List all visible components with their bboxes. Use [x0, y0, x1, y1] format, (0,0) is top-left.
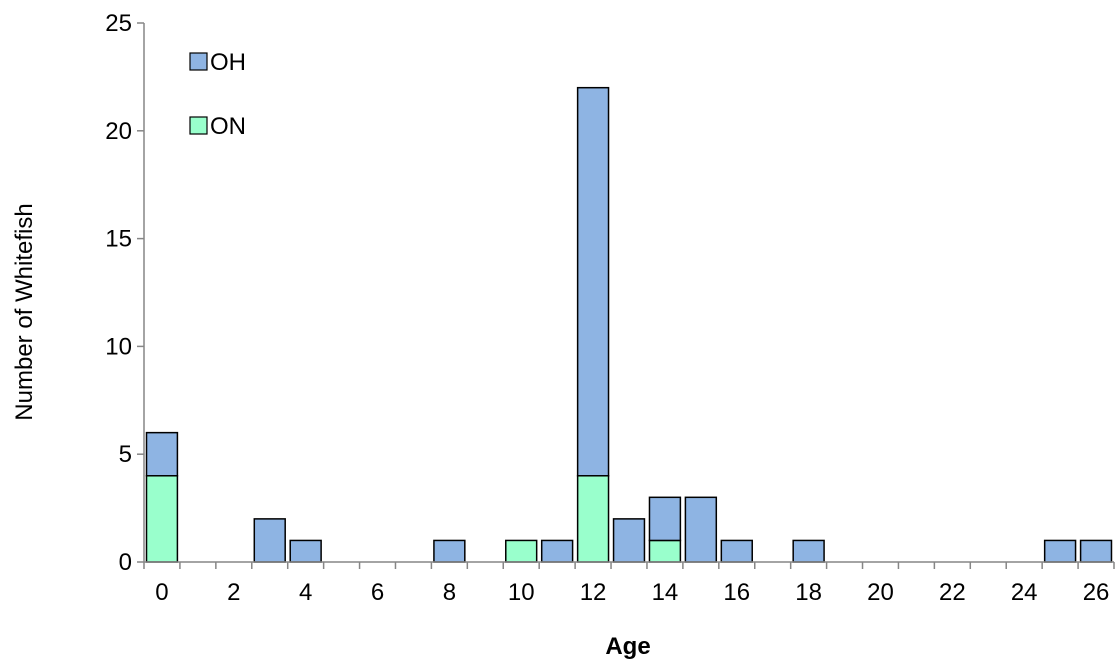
bar-oh-age-15: [684, 496, 718, 563]
x-tick-label: 14: [652, 579, 679, 606]
y-axis-title: Number of Whitefish: [11, 203, 38, 420]
x-tick-label: 18: [795, 579, 822, 606]
bar-oh-age-16: [720, 539, 753, 563]
y-tick-label: 15: [105, 226, 132, 253]
y-tick-label: 5: [119, 441, 132, 468]
legend: OH ON: [189, 49, 246, 140]
x-tick-label: 8: [443, 579, 456, 606]
bar-on-age-0: [145, 475, 179, 563]
bar-oh-age-0: [145, 431, 179, 477]
legend-swatch-oh: [189, 52, 208, 71]
bar-oh-age-8: [433, 539, 466, 563]
x-axis-title: Age: [605, 633, 650, 660]
x-tick-label: 0: [155, 579, 168, 606]
x-tick-label: 26: [1083, 579, 1110, 606]
x-tick-label: 16: [723, 579, 750, 606]
bar-oh-age-13: [612, 518, 646, 563]
y-tick-label: 0: [119, 549, 132, 576]
bar-oh-age-25: [1043, 539, 1077, 563]
legend-label-oh: OH: [210, 49, 246, 76]
y-tick-label: 25: [105, 10, 132, 37]
x-tick-label: 10: [508, 579, 535, 606]
x-tick-label: 20: [867, 579, 894, 606]
legend-item-oh: OH: [189, 49, 246, 76]
bar-oh-age-4: [289, 539, 322, 563]
legend-label-on: ON: [210, 113, 246, 140]
x-tick-label: 4: [299, 579, 312, 606]
bar-oh-age-14: [648, 496, 682, 542]
bar-on-age-12: [576, 475, 610, 563]
axes-layer: [137, 22, 1115, 569]
bar-oh-age-12: [576, 86, 610, 477]
bar-oh-age-18: [792, 539, 825, 563]
x-tick-label: 6: [371, 579, 384, 606]
x-tick-label: 2: [227, 579, 240, 606]
y-tick-label: 10: [105, 333, 132, 360]
x-tick-label: 22: [939, 579, 966, 606]
bar-oh-age-26: [1079, 539, 1113, 563]
y-tick-label: 20: [105, 118, 132, 145]
legend-swatch-on: [189, 116, 208, 135]
bar-oh-age-11: [540, 539, 574, 563]
bar-on-age-14: [648, 539, 682, 563]
legend-item-on: ON: [189, 113, 246, 140]
bar-oh-age-3: [253, 518, 286, 563]
x-tick-label: 24: [1011, 579, 1038, 606]
x-tick-label: 12: [580, 579, 607, 606]
bars-layer: [145, 86, 1113, 563]
bar-on-age-10: [505, 539, 538, 563]
